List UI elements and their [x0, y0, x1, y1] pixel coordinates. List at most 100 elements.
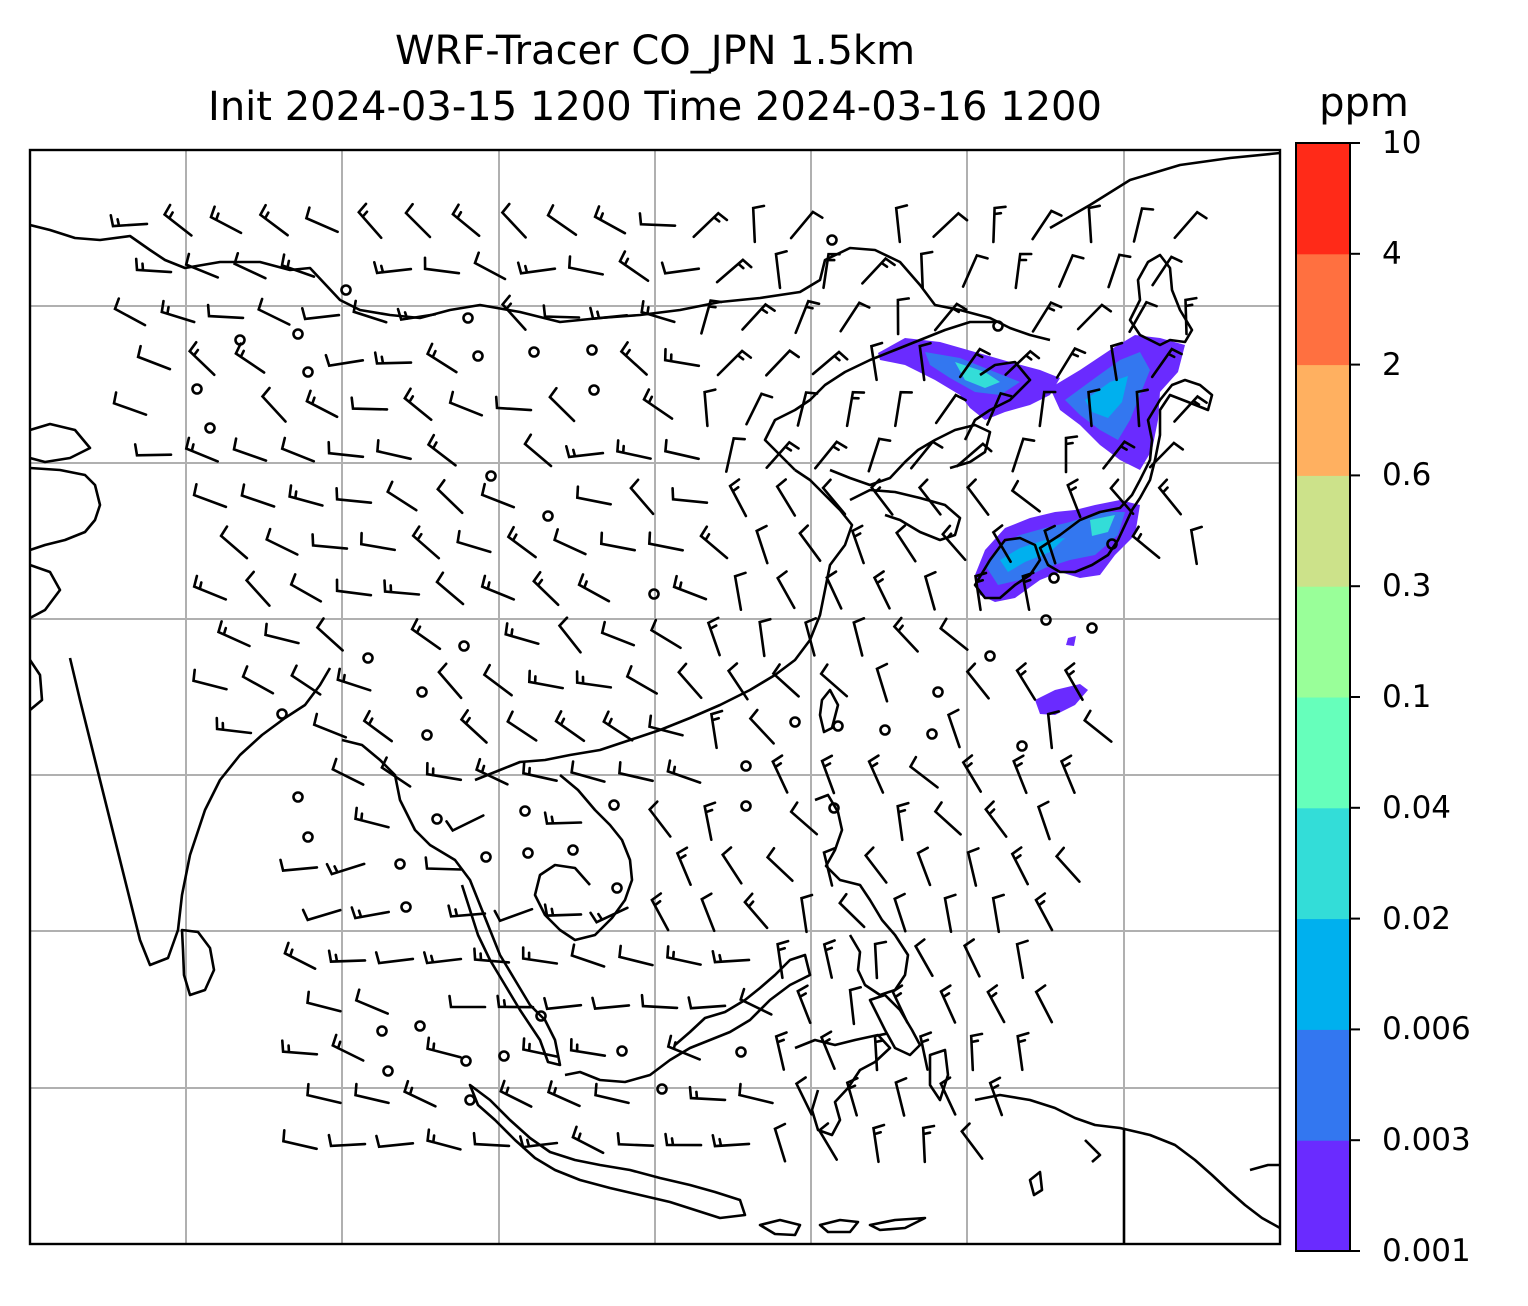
wind-barb	[709, 709, 724, 750]
wind-barb	[873, 940, 888, 980]
chart-title-line2: Init 2024-03-15 1200 Time 2024-03-16 120…	[208, 84, 1102, 130]
wind-barb	[838, 892, 866, 929]
wind-barb	[1046, 710, 1061, 750]
wind-barb	[162, 203, 193, 237]
wind-barb	[845, 1076, 859, 1117]
wind-barb	[848, 986, 862, 1026]
wind-barb	[891, 984, 909, 1024]
wind-barb	[403, 1079, 437, 1108]
wind-barb	[354, 1082, 390, 1105]
calm-wind-circle	[616, 1045, 628, 1057]
wind-barb	[523, 433, 553, 468]
wind-barb	[932, 211, 969, 238]
wind-barb	[988, 1076, 1004, 1117]
wind-barb	[1076, 303, 1113, 331]
colorbar-tick-label: 0.006	[1382, 1011, 1471, 1048]
wind-barb	[743, 892, 769, 930]
wind-barb	[958, 347, 991, 379]
wind-barb	[664, 438, 700, 461]
wind-barb	[921, 1124, 936, 1164]
calm-wind-circle	[276, 708, 288, 720]
wind-barb	[822, 252, 841, 290]
wind-barb	[692, 211, 729, 239]
colorbar-segment	[1296, 143, 1350, 255]
wind-barb	[660, 261, 701, 275]
wind-barb	[625, 665, 658, 695]
wind-barb	[751, 204, 766, 244]
wind-barb	[301, 307, 341, 321]
wind-barb	[703, 388, 717, 428]
calm-wind-circle	[1086, 622, 1098, 634]
wind-barb	[1107, 253, 1132, 289]
wind-barb	[798, 524, 822, 562]
wind-barb	[437, 662, 463, 700]
wind-barb	[1034, 984, 1054, 1024]
wind-barb	[373, 351, 413, 365]
calm-wind-circle	[567, 844, 579, 856]
wind-barb	[500, 294, 527, 331]
wind-barb	[1087, 388, 1101, 428]
wind-barb	[908, 755, 939, 789]
wind-barb	[616, 439, 652, 460]
wind-barb	[448, 994, 487, 1009]
wind-barb	[1015, 662, 1037, 701]
wind-barb	[357, 202, 383, 240]
calm-wind-circle	[464, 1094, 476, 1106]
wind-barb	[521, 946, 559, 965]
wind-barb	[216, 620, 251, 648]
wind-barb	[570, 943, 606, 968]
wind-barb	[233, 252, 267, 280]
colorbar-segment	[1296, 475, 1350, 587]
wind-barb	[1109, 341, 1124, 382]
calm-wind-circle	[828, 802, 840, 814]
wind-barb	[863, 846, 888, 884]
wind-barb	[774, 250, 788, 290]
wind-barb	[506, 525, 537, 559]
wind-barb	[918, 1031, 933, 1071]
calm-wind-circle	[611, 882, 623, 894]
wind-barb	[700, 892, 716, 933]
wind-barb	[703, 801, 717, 841]
wind-barb	[594, 1082, 630, 1105]
map-frame	[28, 148, 1282, 1246]
wind-barb	[618, 250, 650, 282]
wind-barb	[688, 1085, 727, 1102]
wind-barb	[715, 258, 753, 284]
wind-barb	[324, 353, 365, 368]
wind-barb	[410, 618, 442, 651]
wind-barb	[335, 487, 373, 504]
wind-barb	[939, 1076, 957, 1116]
wind-barb	[1059, 754, 1076, 794]
colorbar-tick-label: 0.02	[1382, 900, 1452, 937]
wind-barb	[616, 1132, 655, 1147]
calm-wind-circle	[1048, 572, 1060, 584]
wind-barb	[961, 754, 982, 793]
wind-barb	[219, 525, 249, 560]
wind-barb	[913, 938, 934, 978]
wind-barb	[1128, 300, 1158, 334]
wind-barb	[910, 440, 944, 470]
wind-barb	[716, 349, 753, 377]
colorbar-segment	[1296, 1140, 1350, 1252]
wind-barb	[711, 950, 751, 964]
coastlines	[30, 151, 1280, 1244]
wind-barb	[649, 618, 682, 650]
wind-barb	[112, 391, 148, 416]
calm-wind-circle	[879, 724, 891, 736]
wind-barb	[459, 709, 488, 744]
wind-barb	[1184, 296, 1198, 336]
calm-wind-circle	[460, 1055, 472, 1067]
wind-barb	[923, 570, 937, 611]
wind-barb	[765, 440, 800, 469]
wind-barb	[934, 393, 967, 425]
calm-wind-circle	[400, 901, 412, 913]
colorbar-tick-label: 0.001	[1382, 1233, 1471, 1269]
wind-barb	[445, 814, 485, 833]
wind-barb	[362, 709, 393, 743]
wind-barb	[331, 1033, 365, 1062]
wind-barb	[800, 893, 814, 934]
wind-barb	[260, 386, 287, 423]
wind-barb	[404, 202, 432, 239]
wind-barb	[600, 620, 636, 647]
calm-wind-circle	[608, 799, 620, 811]
